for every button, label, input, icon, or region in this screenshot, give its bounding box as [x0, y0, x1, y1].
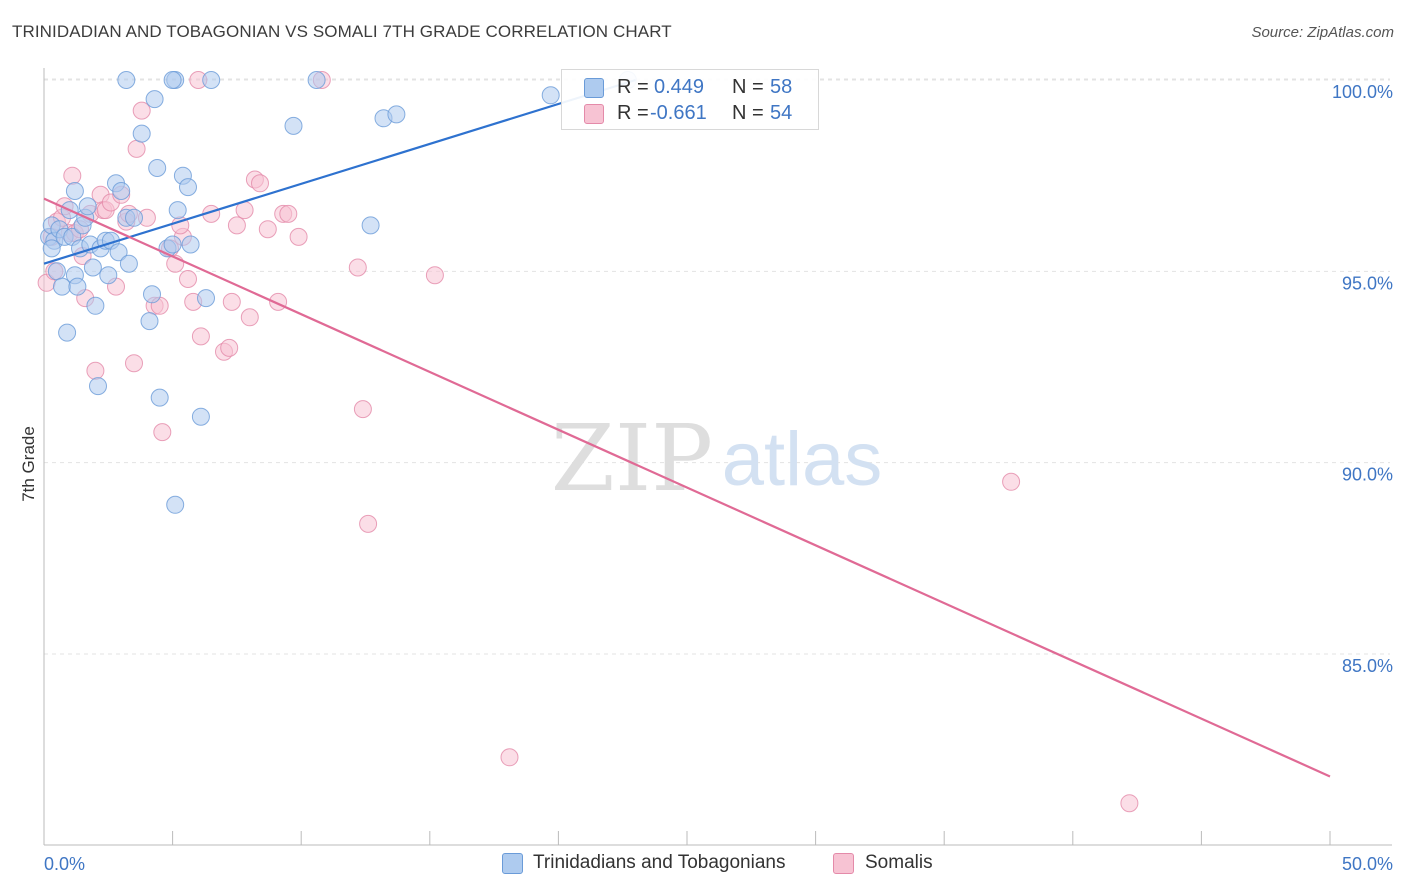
- n-label: N =: [732, 102, 764, 124]
- r-label: R =: [617, 76, 649, 98]
- somali-point: [251, 174, 269, 193]
- blue-swatch-icon: [502, 853, 523, 874]
- trinidadian-point: [179, 178, 197, 197]
- trinidadian-point: [361, 216, 380, 235]
- trinidadian-point: [148, 159, 167, 177]
- trinidadian-point: [307, 71, 326, 89]
- axes: [43, 68, 1392, 846]
- somali-point: [240, 308, 259, 327]
- somali-point: [153, 423, 172, 442]
- r-value: -0.661: [650, 102, 707, 124]
- somali-point: [359, 514, 378, 533]
- somali-point: [127, 139, 146, 158]
- somali-point: [132, 101, 151, 120]
- n-value: 58: [770, 76, 793, 98]
- pink-swatch-icon: [833, 853, 854, 874]
- n-label: N =: [732, 76, 764, 98]
- somali-point: [348, 258, 367, 277]
- trinidadian-point: [89, 377, 107, 396]
- trinidadian-point: [140, 312, 159, 331]
- watermark: ZIP atlas: [551, 405, 882, 512]
- somali-point: [63, 166, 82, 185]
- series-trinidadians-points: [40, 71, 637, 514]
- somali-point: [258, 220, 277, 239]
- trinidadian-point: [99, 266, 118, 285]
- trinidadian-point: [86, 296, 105, 315]
- trinidadian-point: [132, 124, 151, 143]
- trinidadian-point: [112, 182, 131, 200]
- y-tick-label: 95.0%: [1342, 273, 1393, 293]
- trinidadian-point: [143, 285, 161, 304]
- trinidadian-point: [191, 407, 210, 426]
- somali-trend-line: [43, 197, 1331, 778]
- somali-point: [125, 354, 143, 373]
- y-tick-label: 100.0%: [1332, 82, 1393, 102]
- chart-title: TRINIDADIAN AND TOBAGONIAN VS SOMALI 7TH…: [12, 22, 672, 41]
- trinidadian-point: [119, 254, 138, 273]
- somali-point: [289, 227, 308, 246]
- stats-legend: R = 0.449 N = 58 R = -0.661 N = 54: [561, 69, 819, 130]
- x-tick-label: 0.0%: [44, 854, 85, 874]
- somali-point: [191, 327, 210, 346]
- somali-point: [227, 216, 246, 235]
- trinidadian-point: [78, 197, 97, 216]
- trinidadian-point: [68, 277, 87, 296]
- gridlines: [44, 78, 1390, 655]
- trinidadian-point: [163, 235, 182, 254]
- trinidadian-point: [145, 90, 164, 109]
- trinidadian-point: [58, 323, 77, 342]
- trend-lines: [43, 78, 1331, 778]
- watermark-zip: ZIP: [551, 405, 713, 512]
- r-value: 0.449: [654, 76, 705, 98]
- trinidadian-point: [168, 201, 187, 220]
- trinidadian-point: [181, 235, 200, 254]
- somali-point: [500, 748, 519, 767]
- x-tick-label: 50.0%: [1342, 854, 1393, 874]
- trinidadian-point: [202, 71, 221, 89]
- trinidadian-point: [387, 105, 406, 124]
- trinidadian-point: [117, 71, 136, 89]
- trinidadian-point: [65, 182, 84, 200]
- trinidadian-point: [109, 243, 128, 262]
- somali-point: [220, 338, 239, 357]
- trinidadian-point: [42, 239, 61, 258]
- source-label: Source: ZipAtlas.com: [1251, 24, 1394, 41]
- trinidadian-trend-line: [43, 78, 636, 265]
- legend-label: Trinidadians and Tobagonians: [533, 852, 786, 873]
- somali-point: [222, 292, 241, 311]
- somali-point: [1002, 472, 1021, 491]
- y-axis-label: 7th Grade: [19, 426, 38, 502]
- somali-point: [86, 361, 105, 380]
- trinidadian-point: [163, 71, 182, 89]
- trinidadian-point: [541, 86, 560, 105]
- somali-point: [353, 400, 372, 419]
- somali-point: [179, 270, 197, 288]
- trinidadian-point: [47, 262, 66, 281]
- watermark-atlas: atlas: [722, 417, 883, 502]
- somali-point: [425, 266, 444, 285]
- somali-point: [1120, 794, 1139, 813]
- trinidadian-point: [166, 495, 185, 514]
- trinidadian-point: [284, 116, 303, 135]
- pink-swatch-icon: [584, 104, 604, 124]
- trinidadian-point: [150, 388, 169, 407]
- somali-point: [279, 204, 298, 223]
- trinidadian-point: [83, 258, 102, 277]
- y-tick-label: 90.0%: [1342, 465, 1393, 485]
- trinidadian-point: [197, 289, 215, 308]
- blue-swatch-icon: [584, 78, 604, 98]
- legend-label: Somalis: [865, 852, 933, 873]
- y-tick-label: 85.0%: [1342, 656, 1393, 676]
- axis-labels: 85.0% 90.0% 95.0% 100.0% 0.0% 50.0% 7th Grade: [19, 82, 1393, 874]
- r-label: R =: [617, 102, 649, 124]
- trinidadian-point: [125, 208, 143, 227]
- n-value: 54: [770, 102, 793, 124]
